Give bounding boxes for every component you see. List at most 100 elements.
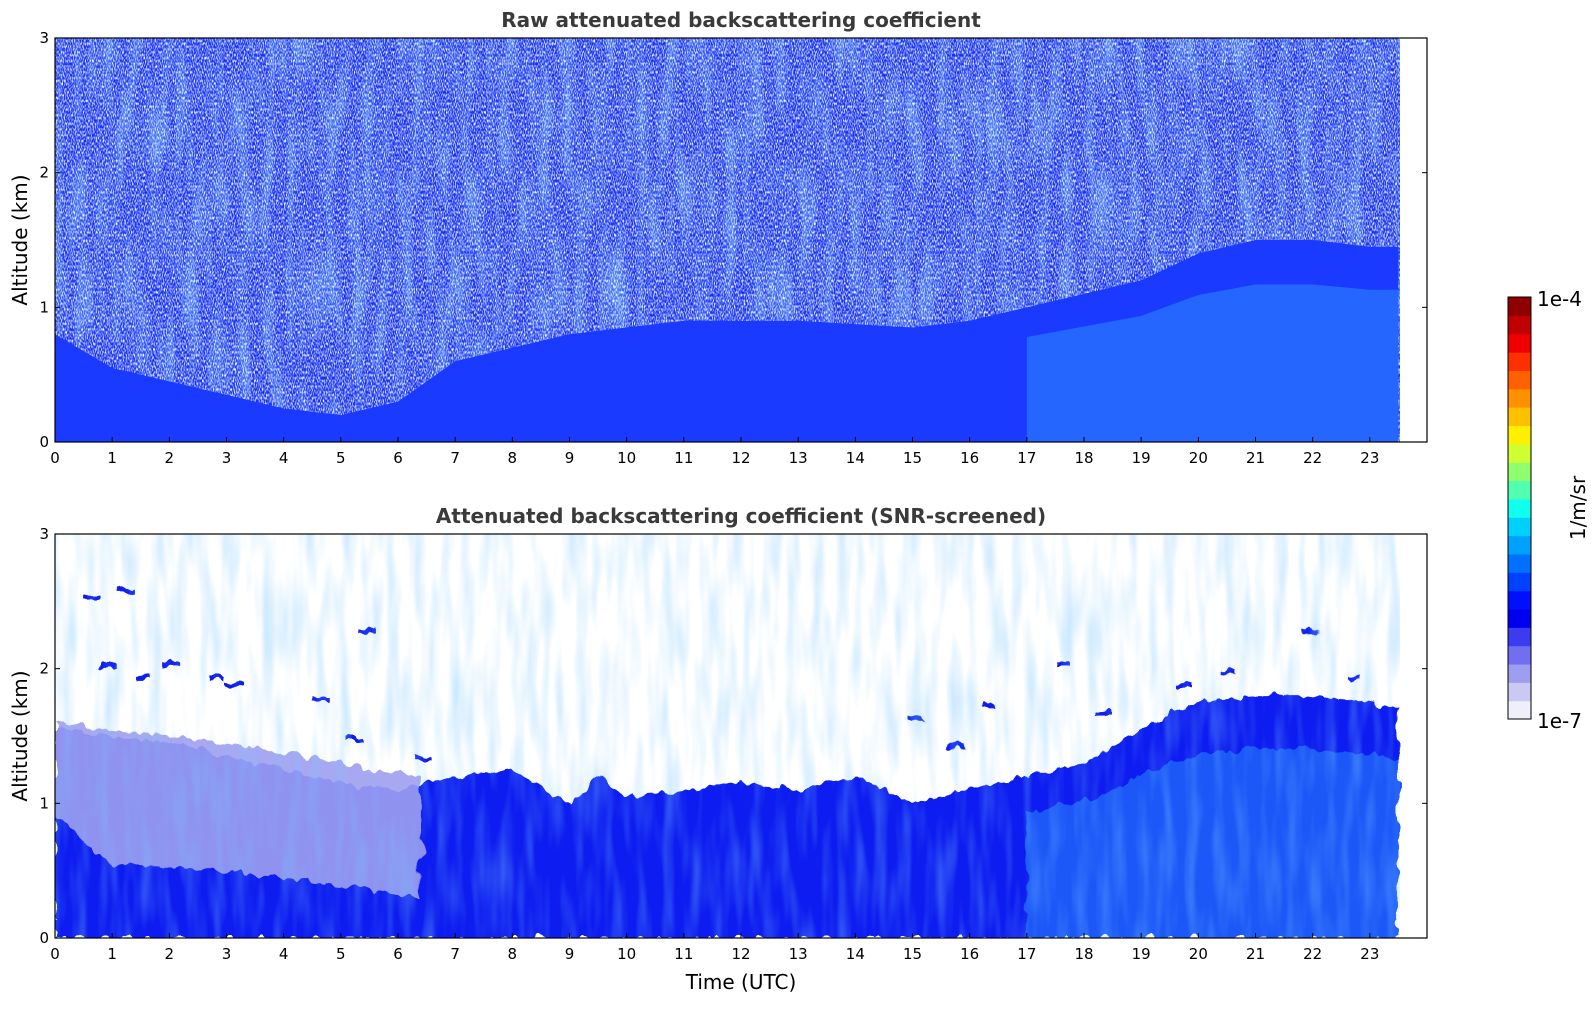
- x-tick-label: 19: [1132, 945, 1151, 963]
- y-tick-label: 2: [39, 660, 49, 678]
- colorbar-segment: [1508, 700, 1531, 720]
- axis-ticks-top: 0 1 2 3 4 5 6 7 8 9 10 11 12 13 14 15 16 17 18 19 20 21 22 2301…: [39, 29, 1427, 467]
- colorbar-segment: [1508, 370, 1531, 390]
- heatmap-raw: [55, 38, 1400, 442]
- colorbar-segment: [1508, 517, 1531, 537]
- y-tick-label: 0: [39, 929, 49, 947]
- x-tick-label: 3: [222, 449, 232, 467]
- x-tick-label: 15: [903, 945, 922, 963]
- x-tick-label: 3: [222, 945, 232, 963]
- x-tick-label: 21: [1246, 449, 1265, 467]
- snr-screened-panel: Attenuated backscattering coefficient (S…: [8, 504, 1428, 994]
- x-tick-label: 20: [1189, 449, 1208, 467]
- colorbar-segment: [1508, 425, 1531, 445]
- colorbar-segment: [1508, 315, 1531, 335]
- x-tick-label: 7: [450, 449, 460, 467]
- colorbar-segment: [1508, 663, 1531, 683]
- colorbar-segment: [1508, 682, 1531, 702]
- colorbar-segment: [1508, 352, 1531, 371]
- x-tick-label: 5: [336, 945, 346, 963]
- x-tick-label: 0: [50, 945, 60, 963]
- colorbar-segment: [1508, 407, 1531, 427]
- colorbar-segment: [1508, 498, 1531, 518]
- plume-area: [1026, 284, 1399, 442]
- x-tick-label: 18: [1074, 945, 1093, 963]
- x-tick-label: 16: [960, 945, 979, 963]
- y-tick-label: 1: [39, 298, 49, 316]
- x-tick-label: 0: [50, 449, 60, 467]
- x-tick-label: 8: [508, 945, 518, 963]
- y-tick-label: 3: [39, 525, 49, 543]
- x-tick-label: 6: [393, 449, 403, 467]
- y-tick-label: 1: [39, 794, 49, 812]
- x-tick-label: 2: [165, 449, 175, 467]
- x-tick-label: 12: [731, 449, 750, 467]
- panel-title-snr: Attenuated backscattering coefficient (S…: [436, 504, 1046, 528]
- colorbar-segment: [1508, 443, 1531, 463]
- heatmap-snr: [55, 534, 1400, 938]
- colorbar-segment: [1508, 608, 1531, 628]
- x-tick-label: 1: [107, 449, 117, 467]
- colorbar-segments: [1508, 297, 1531, 720]
- colorbar: 1e-4 1e-7 1/m/sr: [1507, 287, 1590, 733]
- x-tick-label: 11: [674, 945, 693, 963]
- colorbar-segment: [1508, 480, 1531, 500]
- colorbar-max-label: 1e-4: [1537, 287, 1582, 311]
- snr-light-streaks: [55, 534, 1400, 938]
- x-tick-label: 14: [846, 449, 865, 467]
- x-tick-label: 17: [1017, 449, 1036, 467]
- colorbar-segment: [1508, 462, 1531, 482]
- y-tick-label: 3: [39, 29, 49, 47]
- x-tick-label: 10: [617, 449, 636, 467]
- x-tick-label: 15: [903, 449, 922, 467]
- axis-ticks-bottom: 0 1 2 3 4 5 6 7 8 9 10 11 12 13 14 15 16 17 18 19 20 21 22 2301…: [39, 525, 1427, 963]
- x-tick-label: 5: [336, 449, 346, 467]
- colorbar-frame: [1507, 296, 1532, 720]
- x-tick-label: 4: [279, 449, 289, 467]
- x-tick-label: 2: [165, 945, 175, 963]
- y-tick-label: 2: [39, 164, 49, 182]
- x-tick-label: 7: [450, 945, 460, 963]
- x-tick-label: 10: [617, 945, 636, 963]
- colorbar-segment: [1508, 645, 1531, 665]
- colorbar-unit-label: 1/m/sr: [1566, 475, 1590, 540]
- x-tick-label: 9: [565, 945, 575, 963]
- x-tick-label: 22: [1303, 945, 1322, 963]
- ylabel-top: Altitude (km): [8, 174, 32, 305]
- x-tick-label: 11: [674, 449, 693, 467]
- panel-title-raw: Raw attenuated backscattering coefficien…: [501, 8, 981, 32]
- x-tick-label: 20: [1189, 945, 1208, 963]
- xlabel-bottom: Time (UTC): [685, 970, 797, 994]
- x-tick-label: 13: [789, 449, 808, 467]
- x-tick-label: 18: [1074, 449, 1093, 467]
- x-tick-label: 23: [1360, 449, 1379, 467]
- colorbar-segment: [1508, 572, 1531, 592]
- colorbar-min-label: 1e-7: [1537, 709, 1582, 733]
- colorbar-segment: [1508, 388, 1531, 408]
- x-tick-label: 9: [565, 449, 575, 467]
- colorbar-segment: [1508, 590, 1531, 610]
- x-tick-label: 8: [508, 449, 518, 467]
- colorbar-segment: [1508, 627, 1531, 647]
- y-tick-label: 0: [39, 433, 49, 451]
- x-tick-label: 21: [1246, 945, 1265, 963]
- raw-dense-layer: [55, 240, 1399, 442]
- colorbar-segment: [1508, 333, 1531, 353]
- x-tick-label: 12: [731, 945, 750, 963]
- ylabel-bottom: Altitude (km): [8, 670, 32, 801]
- x-tick-label: 23: [1360, 945, 1379, 963]
- x-tick-label: 4: [279, 945, 289, 963]
- x-tick-label: 17: [1017, 945, 1036, 963]
- x-tick-label: 14: [846, 945, 865, 963]
- raw-backscatter-panel: Raw attenuated backscattering coefficien…: [8, 8, 1428, 467]
- x-tick-label: 19: [1132, 449, 1151, 467]
- colorbar-segment: [1508, 297, 1531, 316]
- x-tick-label: 13: [789, 945, 808, 963]
- x-tick-label: 6: [393, 945, 403, 963]
- x-tick-label: 1: [107, 945, 117, 963]
- colorbar-segment: [1508, 535, 1531, 555]
- x-tick-label: 16: [960, 449, 979, 467]
- x-tick-label: 22: [1303, 449, 1322, 467]
- colorbar-segment: [1508, 553, 1531, 573]
